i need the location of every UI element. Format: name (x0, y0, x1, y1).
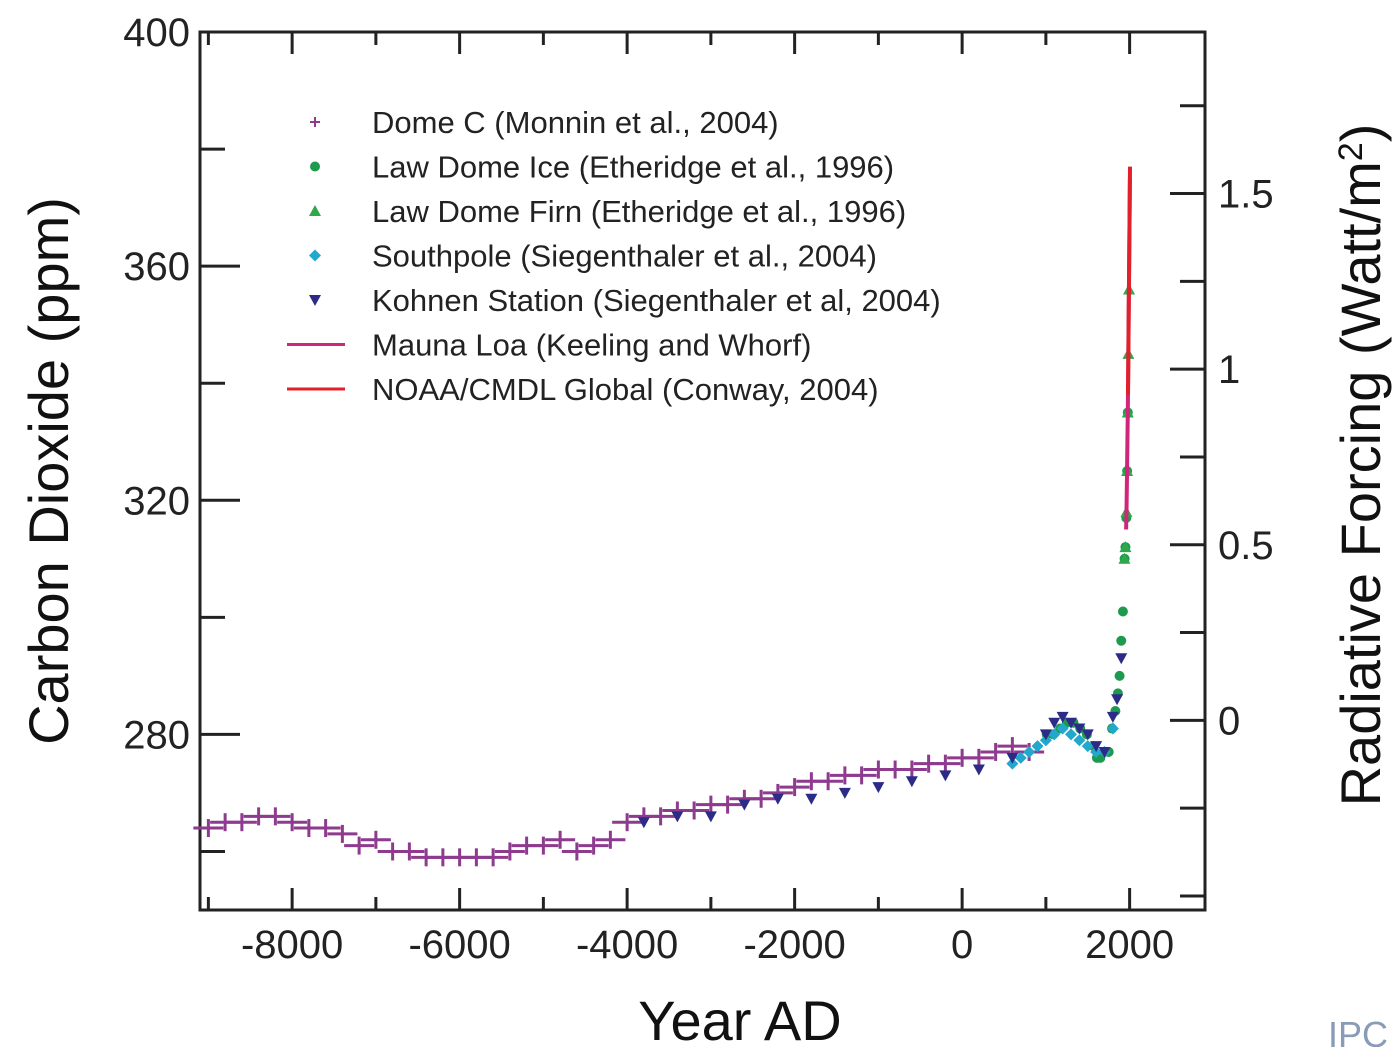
plot-frame (198, 30, 1207, 912)
series-4-point (1098, 746, 1111, 758)
legend-swatch (309, 249, 321, 262)
series-3-point (1065, 728, 1077, 741)
series-4-point (1111, 694, 1124, 706)
series-3-point (1056, 722, 1069, 735)
y-axis-title: Carbon Dioxide (ppm) (17, 197, 80, 745)
axes: -8000 -6000 -4000 -2000 0 2000 280 320 360 400 0 0.… (123, 11, 1273, 967)
x-axis-title: Year AD (638, 989, 841, 1047)
series-4-point (671, 811, 684, 823)
series-1-point (1116, 635, 1127, 646)
series-2-point (1118, 552, 1131, 564)
y-tick-label: 320 (123, 479, 190, 523)
y2-axis-title-main: Radiative Forcing (Watt/m (1329, 161, 1392, 806)
credit-label: IPC (1328, 1014, 1388, 1047)
series-4-point (972, 764, 985, 776)
series-4-point (872, 782, 885, 794)
series-4-point (1081, 729, 1094, 741)
series-4-point (1115, 653, 1128, 665)
y2-tick-label: 0 (1218, 699, 1240, 743)
x-tick-label: -2000 (743, 923, 845, 967)
legend-label: NOAA/CMDL Global (Conway, 2004) (372, 372, 879, 407)
series-4-point (805, 793, 818, 805)
series-4-point (738, 799, 751, 811)
y-tick-label: 400 (123, 11, 190, 55)
series-4-point (939, 770, 952, 782)
series-4-point (1106, 711, 1119, 723)
series-3-point (1073, 734, 1086, 747)
series-4-point (1006, 752, 1019, 764)
y2-tick-label: 0.5 (1218, 524, 1274, 568)
legend-label: Mauna Loa (Keeling and Whorf) (372, 328, 811, 363)
y2-axis-title: Radiative Forcing (Watt/m2) (1329, 124, 1392, 807)
series-2-point (1119, 541, 1132, 553)
y2-tick-label: 1.5 (1218, 173, 1274, 217)
series-4-point (1039, 729, 1052, 741)
series-4-point (704, 811, 717, 823)
series-4-point (1090, 741, 1103, 753)
series-3-point (1031, 740, 1044, 753)
x-tick-label: -4000 (576, 923, 678, 967)
legend-label: Southpole (Siegenthaler et al., 2004) (372, 239, 877, 274)
series-1-point (1114, 670, 1125, 681)
series-4-point (771, 793, 784, 805)
y-tick-label: 360 (123, 245, 190, 289)
x-tick-label: 2000 (1085, 923, 1174, 967)
legend-label: Law Dome Firn (Etheridge et al., 1996) (372, 194, 906, 229)
series-4-point (1073, 723, 1086, 735)
data-marks (193, 166, 1136, 867)
series-3-point (1014, 751, 1027, 764)
y2-axis-title-end: ) (1329, 124, 1392, 143)
x-tick-label: -6000 (408, 923, 510, 967)
legend-swatch (309, 205, 321, 216)
series-3-point (1106, 722, 1119, 735)
legend-label: Law Dome Ice (Etheridge et al., 1996) (372, 150, 894, 185)
series-4-point (838, 787, 851, 799)
series-4-point (1048, 717, 1061, 729)
series-4-point (905, 776, 918, 788)
series-6-line (1126, 166, 1132, 395)
legend-label: Kohnen Station (Siegenthaler et al, 2004… (372, 283, 941, 318)
y-tick-label: 280 (123, 713, 190, 757)
y2-tick-label: 1 (1218, 348, 1240, 392)
legend: Dome C (Monnin et al., 2004) Law Dome Ice… (287, 105, 941, 407)
series-3-point (1023, 745, 1036, 758)
series-1-point (1117, 606, 1128, 617)
series-3-point (1081, 740, 1094, 753)
x-tick-label: -8000 (241, 923, 343, 967)
x-tick-label: 0 (951, 923, 973, 967)
series-4-point (1056, 711, 1069, 723)
series-4-point (1065, 717, 1077, 729)
series-4-point (637, 817, 650, 829)
legend-label: Dome C (Monnin et al., 2004) (372, 105, 779, 140)
legend-swatch (310, 161, 320, 172)
y2-axis-title-sup: 2 (1332, 142, 1370, 161)
series-3-point (1048, 728, 1061, 741)
legend-swatch (309, 295, 321, 306)
